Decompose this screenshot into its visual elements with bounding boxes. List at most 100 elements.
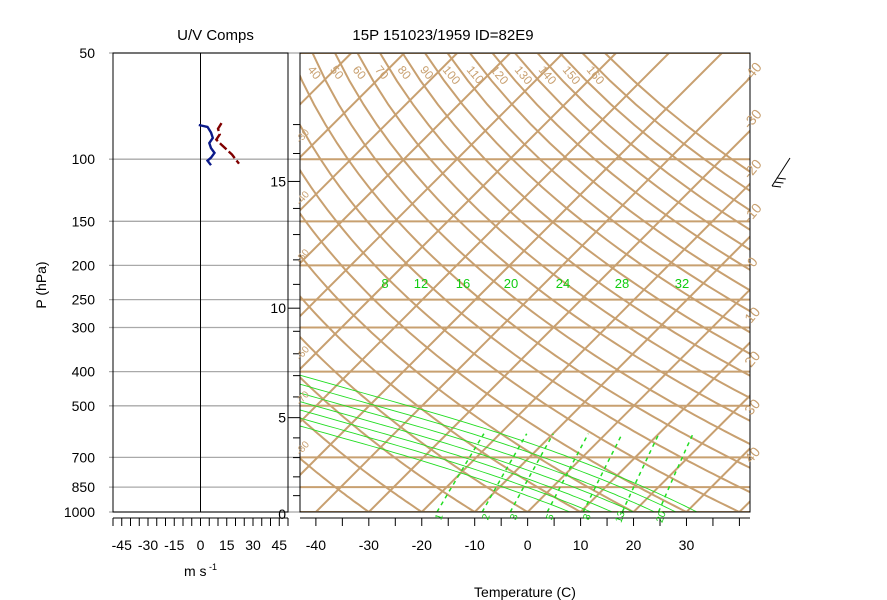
- left-isotherm-label: -40: [294, 189, 312, 207]
- moist-adiabat-line: [300, 383, 677, 512]
- dry-adiabat-line: [401, 53, 750, 355]
- uv-x-tick-label: 30: [245, 537, 261, 553]
- isotherm-line: [738, 499, 750, 512]
- dry-adiabat-line: [469, 53, 750, 292]
- mixing-ratio-line: [657, 433, 694, 512]
- mixing-ratio-line: [546, 433, 589, 512]
- dry-adiabat-line: [300, 253, 636, 512]
- moist-adiabat-line: [300, 392, 655, 512]
- dry-adiabat-line: [300, 335, 530, 512]
- temp-x-tick-label: -10: [465, 537, 485, 553]
- uv-x-axis-label: m s -1: [184, 562, 217, 579]
- moist-adiabat-line: [300, 401, 634, 512]
- temp-x-tick-label: 10: [573, 537, 589, 553]
- lower-mixing-ratio-label: 5: [545, 512, 557, 521]
- dry-adiabat-line: [300, 294, 583, 512]
- pressure-tick-label: 100: [72, 151, 96, 167]
- left-isotherm-label: -50: [294, 247, 312, 265]
- temp-x-tick-label: 30: [679, 537, 695, 553]
- pressure-tick-label: 1000: [64, 504, 95, 520]
- temp-x-tick-label: 20: [626, 537, 642, 553]
- mixing-ratio-label: 20: [504, 276, 518, 291]
- isotherm-line: [300, 53, 670, 424]
- dry-adiabat-line: [559, 53, 750, 212]
- lower-mixing-ratio-label: 3: [509, 512, 521, 521]
- pressure-tick-label: 400: [72, 364, 96, 380]
- lower-mixing-ratio-label: 20: [655, 510, 669, 525]
- moist-adiabat-line: [300, 417, 592, 512]
- pressure-axis-label: P (hPa): [33, 261, 49, 308]
- uv-x-tick-label: 0: [197, 537, 205, 553]
- left-isotherm-label: -80: [294, 439, 312, 457]
- dry-adiabat-line: [300, 416, 424, 512]
- height-tick-label: 5: [278, 410, 286, 426]
- mixing-ratio-line: [436, 433, 485, 512]
- isotherm-label: 40: [741, 444, 763, 466]
- dry-adiabat-line: [300, 211, 689, 512]
- lower-mixing-ratio-label: 1: [434, 512, 446, 521]
- dry-adiabat-line: [334, 53, 750, 422]
- moist-adiabat-line: [300, 425, 571, 512]
- skewt-frame: [299, 52, 751, 513]
- u-component-line: [198, 123, 216, 166]
- height-tick-label: 10: [270, 300, 286, 316]
- height-tick-label: 0: [278, 506, 286, 522]
- temp-x-tick-label: -40: [306, 537, 326, 553]
- pressure-tick-label: 200: [72, 257, 96, 273]
- wind-barb-feather: [771, 185, 782, 188]
- dry-adiabat-label: 140: [536, 63, 560, 88]
- isotherm-label: -30: [740, 106, 765, 132]
- lower-mixing-ratio-label: 8: [582, 512, 594, 521]
- dry-adiabat-label: 120: [488, 63, 512, 88]
- uv-x-tick-label: -30: [138, 537, 158, 553]
- uv-x-tick-label: -45: [112, 537, 132, 553]
- moist-adiabat-line: [300, 409, 613, 512]
- wind-barb-staff: [771, 157, 791, 187]
- mixing-ratio-label: 16: [456, 276, 470, 291]
- temp-x-tick-label: -30: [359, 537, 379, 553]
- uv-x-tick-label: 45: [271, 537, 287, 553]
- dry-adiabat-label: 150: [560, 63, 584, 88]
- isotherm-line: [315, 76, 750, 512]
- pressure-tick-label: 850: [72, 479, 96, 495]
- dry-adiabat-line: [379, 53, 750, 377]
- dry-adiabat-line: [300, 457, 371, 512]
- dry-adiabat-line: [446, 53, 750, 313]
- isotherm-line: [0, 53, 193, 512]
- isotherm-line: [300, 53, 353, 106]
- mixing-ratio-label: 28: [615, 276, 629, 291]
- isotherm-line: [632, 394, 750, 512]
- skewt-title: 15P 151023/1959 ID=82E9: [352, 27, 533, 44]
- wind-barb-feather: [776, 177, 786, 180]
- isotherm-label: 30: [741, 396, 763, 418]
- dry-adiabat-line: [424, 53, 750, 334]
- pressure-tick-label: 150: [72, 213, 96, 229]
- isotherm-label: -40: [740, 59, 765, 85]
- isotherm-line: [792, 53, 887, 512]
- uv-x-tick-label: -15: [164, 537, 184, 553]
- lower-mixing-ratio-label: 2: [481, 512, 493, 521]
- pressure-tick-label: 50: [79, 45, 95, 61]
- dry-adiabat-line: [300, 375, 477, 512]
- isotherm-line: [300, 53, 511, 265]
- skewt-plot-area: [0, 53, 887, 512]
- dry-adiabat-line: [491, 53, 750, 272]
- uv-title: U/V Comps: [177, 27, 254, 44]
- dry-adiabat-label: 110: [464, 63, 487, 87]
- sounding-trace: [872, 115, 887, 168]
- temp-x-tick-label: -20: [412, 537, 432, 553]
- isotherm-line: [300, 53, 723, 477]
- mixing-ratio-label: 32: [675, 276, 689, 291]
- isotherm-line: [300, 53, 564, 318]
- uv-x-tick-label: 15: [219, 537, 235, 553]
- mixing-ratio-label: 8: [381, 276, 388, 291]
- dry-adiabat-line: [300, 123, 750, 494]
- isotherm-line: [685, 447, 750, 512]
- dry-adiabat-line: [311, 53, 750, 446]
- dry-adiabat-line: [356, 53, 750, 400]
- mixing-ratio-label: 24: [556, 276, 570, 291]
- height-tick-label: 15: [270, 173, 286, 189]
- mixing-ratio-label: 12: [414, 276, 428, 291]
- mixing-ratio-line: [582, 433, 623, 512]
